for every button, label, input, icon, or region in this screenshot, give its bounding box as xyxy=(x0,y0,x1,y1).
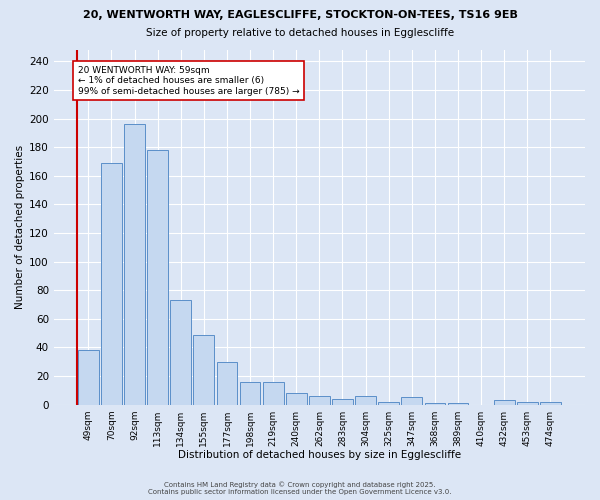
Y-axis label: Number of detached properties: Number of detached properties xyxy=(15,145,25,310)
Text: 20 WENTWORTH WAY: 59sqm
← 1% of detached houses are smaller (6)
99% of semi-deta: 20 WENTWORTH WAY: 59sqm ← 1% of detached… xyxy=(78,66,299,96)
Bar xyxy=(332,399,353,404)
Bar xyxy=(124,124,145,404)
Bar xyxy=(239,382,260,404)
Bar xyxy=(263,382,284,404)
Text: Size of property relative to detached houses in Egglescliffe: Size of property relative to detached ho… xyxy=(146,28,454,38)
Bar xyxy=(286,393,307,404)
Bar xyxy=(170,300,191,405)
Text: Contains HM Land Registry data © Crown copyright and database right 2025.
Contai: Contains HM Land Registry data © Crown c… xyxy=(148,482,452,495)
Bar xyxy=(355,396,376,404)
Bar xyxy=(78,350,99,405)
Bar xyxy=(147,150,168,405)
Bar xyxy=(193,334,214,404)
Bar xyxy=(309,396,330,404)
Bar xyxy=(379,402,399,404)
Text: 20, WENTWORTH WAY, EAGLESCLIFFE, STOCKTON-ON-TEES, TS16 9EB: 20, WENTWORTH WAY, EAGLESCLIFFE, STOCKTO… xyxy=(83,10,517,20)
Bar xyxy=(401,398,422,404)
Bar xyxy=(517,402,538,404)
Bar xyxy=(540,402,561,404)
Bar xyxy=(425,403,445,404)
X-axis label: Distribution of detached houses by size in Egglescliffe: Distribution of detached houses by size … xyxy=(178,450,461,460)
Bar xyxy=(217,362,238,405)
Bar xyxy=(494,400,515,404)
Bar xyxy=(448,403,469,404)
Bar xyxy=(101,163,122,404)
